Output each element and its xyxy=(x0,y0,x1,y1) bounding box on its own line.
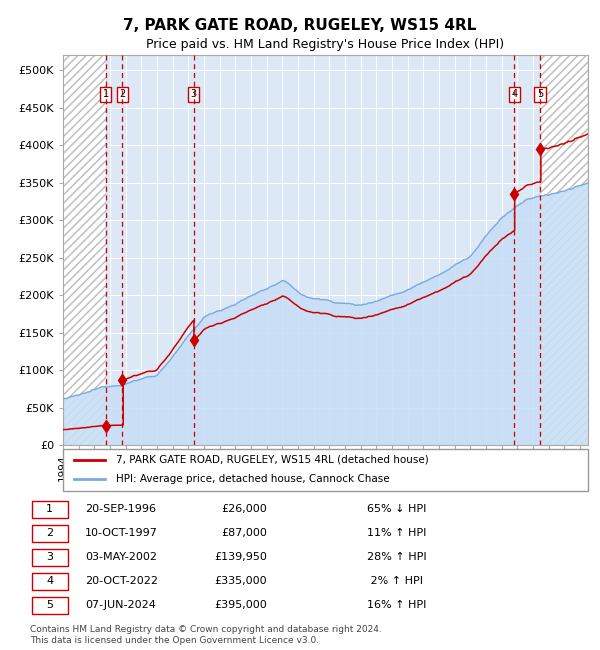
Text: £139,950: £139,950 xyxy=(214,552,268,562)
Text: £26,000: £26,000 xyxy=(221,504,268,514)
Bar xyxy=(32,573,68,590)
Bar xyxy=(32,501,68,517)
Text: 3: 3 xyxy=(46,552,53,562)
Text: 1: 1 xyxy=(103,89,109,99)
Text: 4: 4 xyxy=(511,89,517,99)
Text: 20-SEP-1996: 20-SEP-1996 xyxy=(85,504,156,514)
Bar xyxy=(63,55,106,445)
Text: 07-JUN-2024: 07-JUN-2024 xyxy=(85,601,156,610)
Text: Contains HM Land Registry data © Crown copyright and database right 2024.
This d: Contains HM Land Registry data © Crown c… xyxy=(30,625,382,645)
Title: Price paid vs. HM Land Registry's House Price Index (HPI): Price paid vs. HM Land Registry's House … xyxy=(146,38,505,51)
Text: 5: 5 xyxy=(46,601,53,610)
Text: HPI: Average price, detached house, Cannock Chase: HPI: Average price, detached house, Cann… xyxy=(115,474,389,484)
Text: 3: 3 xyxy=(191,89,197,99)
Bar xyxy=(540,55,588,445)
Text: £395,000: £395,000 xyxy=(215,601,268,610)
Text: 5: 5 xyxy=(537,89,543,99)
Text: 7, PARK GATE ROAD, RUGELEY, WS15 4RL (detached house): 7, PARK GATE ROAD, RUGELEY, WS15 4RL (de… xyxy=(115,455,428,465)
Text: 03-MAY-2002: 03-MAY-2002 xyxy=(85,552,157,562)
Text: 2% ↑ HPI: 2% ↑ HPI xyxy=(367,577,423,586)
Text: 2: 2 xyxy=(119,89,125,99)
Bar xyxy=(32,525,68,541)
Text: 4: 4 xyxy=(46,577,53,586)
Text: £87,000: £87,000 xyxy=(221,528,268,538)
Text: 16% ↑ HPI: 16% ↑ HPI xyxy=(367,601,426,610)
Text: 10-OCT-1997: 10-OCT-1997 xyxy=(85,528,158,538)
Text: 28% ↑ HPI: 28% ↑ HPI xyxy=(367,552,427,562)
Text: 65% ↓ HPI: 65% ↓ HPI xyxy=(367,504,426,514)
Text: 1: 1 xyxy=(46,504,53,514)
Bar xyxy=(32,549,68,566)
Text: £335,000: £335,000 xyxy=(215,577,268,586)
Bar xyxy=(32,597,68,614)
Text: 20-OCT-2022: 20-OCT-2022 xyxy=(85,577,158,586)
Text: 2: 2 xyxy=(46,528,53,538)
Text: 11% ↑ HPI: 11% ↑ HPI xyxy=(367,528,426,538)
Text: 7, PARK GATE ROAD, RUGELEY, WS15 4RL: 7, PARK GATE ROAD, RUGELEY, WS15 4RL xyxy=(124,18,476,33)
